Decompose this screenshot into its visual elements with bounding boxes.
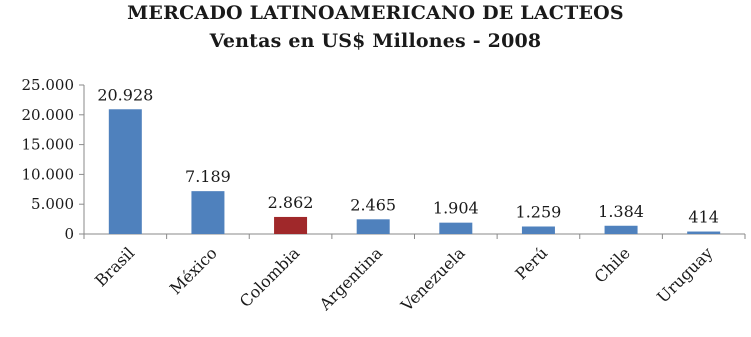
bar-argentina [356, 219, 390, 234]
data-label: 1.904 [433, 199, 479, 218]
x-tick-label: Venezuela [396, 243, 469, 316]
x-axis [83, 233, 746, 239]
data-label: 7.189 [185, 167, 231, 186]
y-tick-label: 15.000 [22, 136, 75, 154]
bar-méxico [191, 191, 225, 234]
data-label: 2.465 [350, 195, 396, 214]
x-tick-label: Uruguay [653, 243, 716, 306]
chart-subtitle: Ventas en US$ Millones - 2008 [209, 30, 542, 52]
y-tick-label: 0 [64, 225, 74, 243]
x-tick-label: Colombia [236, 243, 304, 311]
y-tick-label: 5.000 [31, 195, 74, 213]
data-label: 20.928 [97, 85, 153, 104]
bar-colombia [274, 216, 308, 234]
data-label: 414 [688, 208, 719, 227]
data-label: 2.862 [268, 193, 314, 212]
x-tick-label: México [166, 243, 221, 298]
bar-chile [604, 225, 638, 234]
bar-venezuela [439, 222, 473, 234]
value-labels: 20.928 7.189 2.862 2.465 1.904 1.259 1.384 414 [97, 85, 719, 226]
chart-title: MERCADO LATINOAMERICANO DE LACTEOS [127, 2, 624, 24]
bar-brasil [108, 109, 142, 234]
data-label: 1.259 [516, 202, 562, 221]
x-tick-label: Brasil [91, 243, 138, 290]
bar-perú [521, 226, 555, 234]
data-label: 1.384 [598, 202, 644, 221]
x-tick-label: Chile [591, 243, 634, 286]
y-tick-label: 20.000 [22, 106, 75, 124]
bar-uruguay [687, 231, 721, 234]
bars [108, 109, 721, 234]
y-tick-label: 10.000 [22, 165, 75, 183]
x-tick-label: Perú [511, 243, 551, 283]
y-axis: 0 5.000 10.000 15.000 20.000 25.000 [22, 76, 85, 243]
y-tick-label: 25.000 [22, 76, 75, 94]
x-tick-label: Argentina [315, 243, 386, 314]
x-tick-labels: Brasil México Colombia Argentina Venezuela Pe… [91, 243, 716, 316]
